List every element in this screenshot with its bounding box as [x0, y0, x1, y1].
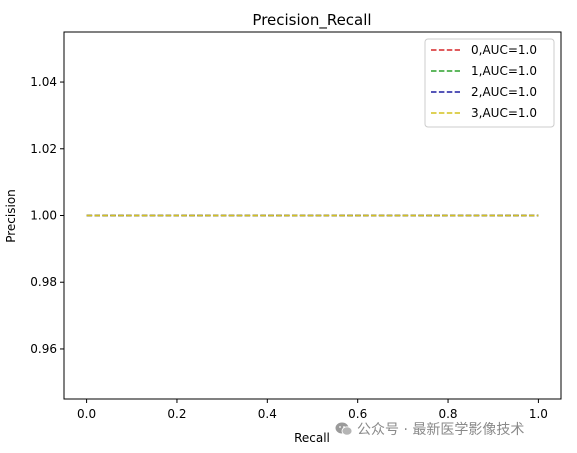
- x-tick-label: 0.6: [348, 407, 367, 421]
- y-tick-label: 0.98: [30, 275, 57, 289]
- wechat-icon: [335, 422, 353, 436]
- watermark: 公众号 · 最新医学影像技术: [335, 419, 524, 439]
- x-tick-label: 0.2: [167, 407, 186, 421]
- x-axis: 0.0 0.2 0.4 0.6 0.8 1.0: [77, 399, 548, 421]
- legend-label-1: 1,AUC=1.0: [471, 64, 537, 78]
- y-tick-label: 0.96: [30, 342, 57, 356]
- y-axis: 0.96 0.98 1.00 1.02 1.04: [30, 75, 64, 356]
- legend: 0,AUC=1.0 1,AUC=1.0 2,AUC=1.0 3,AUC=1.0: [424, 38, 555, 128]
- x-tick-label: 1.0: [529, 407, 548, 421]
- x-axis-label: Recall: [294, 431, 330, 445]
- legend-label-3: 3,AUC=1.0: [471, 106, 537, 120]
- y-axis-label: Precision: [4, 189, 18, 243]
- legend-label-2: 2,AUC=1.0: [471, 85, 537, 99]
- watermark-text: 公众号 · 最新医学影像技术: [357, 422, 525, 438]
- y-tick-label: 1.04: [30, 75, 57, 89]
- y-tick-label: 1.02: [30, 142, 57, 156]
- y-tick-label: 1.00: [30, 209, 57, 223]
- chart-title: Precision_Recall: [252, 11, 371, 30]
- legend-box: [424, 38, 555, 128]
- legend-label-0: 0,AUC=1.0: [471, 43, 537, 57]
- x-tick-label: 0.8: [438, 407, 457, 421]
- x-tick-label: 0.0: [77, 407, 96, 421]
- x-tick-label: 0.4: [258, 407, 277, 421]
